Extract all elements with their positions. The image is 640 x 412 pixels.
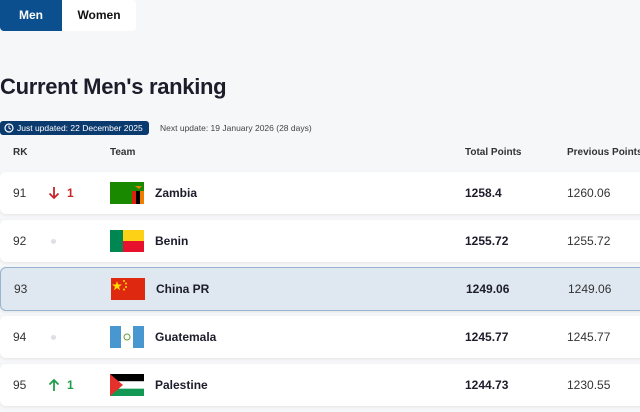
total-points: 1258.4 (465, 186, 502, 200)
no-change-dot (51, 335, 56, 340)
rank: 91 (13, 186, 27, 200)
previous-points: 1245.77 (567, 330, 611, 344)
previous-points: 1255.72 (567, 234, 611, 248)
rank: 95 (13, 378, 27, 392)
header-rank: RK (13, 147, 28, 158)
team-name: Palestine (155, 378, 208, 392)
total-points: 1249.06 (466, 282, 510, 296)
flag (110, 374, 144, 396)
team-name: Zambia (155, 186, 198, 200)
previous-points: 1260.06 (567, 186, 611, 200)
header-previous: Previous Points (567, 147, 640, 158)
header-team: Team (110, 147, 136, 158)
rank: 93 (14, 282, 28, 296)
header-total: Total Points (465, 147, 522, 158)
updated-badge: Just updated: 22 December 2025 (0, 121, 149, 135)
arrow-up (48, 378, 60, 391)
total-points: 1244.73 (465, 378, 509, 392)
last-update: Just updated: 22 December 2025 (17, 123, 143, 133)
flag (110, 182, 144, 204)
total-points: 1255.72 (465, 234, 509, 248)
page-title: Current Men's ranking (0, 74, 227, 99)
ranking-row[interactable]: 95 1 Palestine 1244.73 1230.55 (0, 364, 640, 406)
arrow-down (48, 187, 60, 200)
tab-women[interactable]: Women (62, 0, 136, 31)
team-name: Benin (155, 234, 189, 248)
no-change-dot (51, 239, 56, 244)
ranking-row[interactable]: 91 1 Zambia 1258.4 1260.06 (0, 172, 640, 214)
previous-points: 1249.06 (568, 282, 612, 296)
total-points: 1245.77 (465, 330, 509, 344)
ranking-row[interactable]: 92 Benin 1255.72 1255.72 (0, 220, 640, 262)
previous-points: 1230.55 (567, 378, 611, 392)
next-update: Next update: 19 January 2026 (28 days) (160, 123, 312, 133)
ranking-row-selected[interactable]: 93 China PR 1249.06 1249.06 (0, 267, 640, 311)
rank: 94 (13, 330, 27, 344)
flag (110, 230, 144, 252)
clock-icon (4, 123, 14, 133)
tab-men[interactable]: Men (0, 0, 62, 31)
flag (110, 326, 144, 348)
flag (111, 278, 145, 300)
rank: 92 (13, 234, 27, 248)
team-name: China PR (156, 282, 210, 296)
team-name: Guatemala (155, 330, 217, 344)
ranking-row[interactable]: 94 Guatemala 1245.77 1245.77 (0, 316, 640, 358)
rank-change: 1 (67, 378, 74, 392)
rank-change: 1 (67, 186, 74, 200)
